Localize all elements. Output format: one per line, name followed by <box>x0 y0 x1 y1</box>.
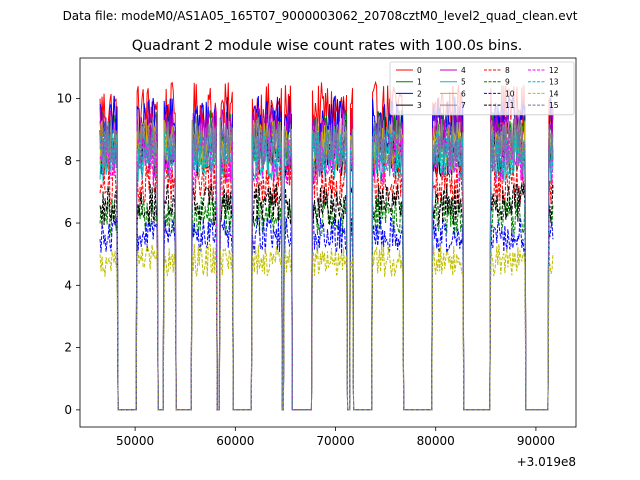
legend-label-7: 7 <box>461 101 466 110</box>
plot-frame <box>79 57 577 428</box>
legend-label-4: 4 <box>461 66 466 75</box>
y-tick-label: 2 <box>64 341 72 355</box>
legend-label-3: 3 <box>417 101 422 110</box>
legend-label-5: 5 <box>461 78 466 87</box>
legend-label-12: 12 <box>549 66 559 75</box>
legend-box <box>389 61 575 116</box>
chart-title: Quadrant 2 module wise count rates with … <box>132 38 523 54</box>
series-layer <box>99 80 554 411</box>
legend-label-6: 6 <box>461 89 466 98</box>
x-tick-label: 90000 <box>517 434 555 448</box>
legend-label-9: 9 <box>505 78 510 87</box>
series-line-15 <box>99 122 554 411</box>
y-axis: 0 2 4 6 8 10 <box>57 91 80 417</box>
legend-label-2: 2 <box>417 89 422 98</box>
legend-label-8: 8 <box>505 66 510 75</box>
legend-label-0: 0 <box>417 66 422 75</box>
legend-label-1: 1 <box>417 78 422 87</box>
legend-label-10: 10 <box>505 89 515 98</box>
data-file-suptitle: Data file: modeM0/AS1A05_165T07_90000030… <box>63 9 578 23</box>
legend-label-11: 11 <box>505 101 515 110</box>
x-axis-offset-label: +3.019e8 <box>517 455 576 469</box>
y-tick-label: 6 <box>64 216 72 230</box>
y-tick-label: 8 <box>64 154 72 168</box>
x-tick-label: 70000 <box>316 434 354 448</box>
y-tick-label: 10 <box>57 91 72 105</box>
y-tick-label: 0 <box>64 403 72 417</box>
x-tick-label: 60000 <box>216 434 254 448</box>
x-tick-label: 80000 <box>417 434 455 448</box>
legend-label-14: 14 <box>549 89 559 98</box>
legend-label-13: 13 <box>549 78 559 87</box>
x-tick-label: 50000 <box>116 434 154 448</box>
y-tick-label: 4 <box>64 278 72 292</box>
x-axis: 50000 60000 70000 80000 90000 <box>116 427 555 448</box>
legend-label-15: 15 <box>549 101 559 110</box>
